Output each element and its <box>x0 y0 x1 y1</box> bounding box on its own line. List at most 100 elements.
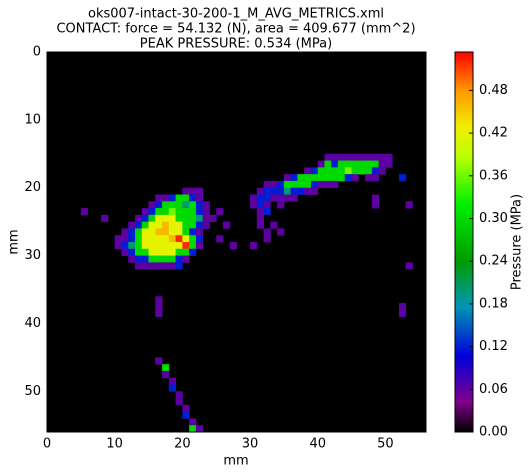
heatmap-cell <box>182 235 190 243</box>
heatmap-cell <box>371 174 380 182</box>
heatmap-cell <box>195 425 204 433</box>
heatmap-cell <box>155 208 163 216</box>
heatmap-cell <box>263 187 271 195</box>
heatmap-cell <box>324 174 332 182</box>
heatmap-cell <box>331 167 339 175</box>
heatmap-cell <box>324 180 332 189</box>
heatmap-cell <box>189 425 197 433</box>
x-axis-label: mm <box>223 454 248 469</box>
heatmap-cell <box>277 228 285 236</box>
heatmap-cell <box>168 248 176 256</box>
heatmap-cell <box>175 242 183 250</box>
heatmap-cell <box>121 248 129 256</box>
heatmap-cell <box>290 180 298 189</box>
heatmap-cell <box>256 221 264 229</box>
heatmap-cell <box>338 153 346 161</box>
heatmap-cell <box>128 228 136 236</box>
x-tick-label: 40 <box>309 437 326 452</box>
heatmap-cell <box>310 174 319 182</box>
heatmap-cell <box>114 235 122 243</box>
heatmap-cell <box>331 180 339 189</box>
heatmap-cell <box>155 357 163 365</box>
heatmap-cell <box>141 255 149 263</box>
heatmap-cell <box>175 214 183 223</box>
heatmap-cell <box>317 167 325 175</box>
heatmap-cell <box>195 221 204 229</box>
heatmap-cell <box>148 242 156 250</box>
heatmap-cell <box>175 262 183 270</box>
heatmap-cell <box>351 167 359 175</box>
heatmap-cell <box>141 214 149 223</box>
heatmap-cell <box>195 201 204 209</box>
y-tick-label: 0 <box>33 45 41 60</box>
heatmap-cell <box>175 201 183 209</box>
x-tick-label: 0 <box>43 437 51 452</box>
heatmap-cell <box>202 214 210 223</box>
heatmap-cell <box>331 153 339 161</box>
heatmap-cell <box>162 221 170 229</box>
heatmap-cell <box>202 201 210 209</box>
heatmap-cell <box>155 248 163 256</box>
heatmap-cell <box>351 174 359 182</box>
heatmap-cell <box>168 208 176 216</box>
heatmap-cell <box>162 255 170 263</box>
heatmap-cell <box>168 235 176 243</box>
heatmap-cell <box>162 194 170 202</box>
heatmap-cell <box>162 235 170 243</box>
heatmap-cell <box>148 255 156 263</box>
heatmap-cell <box>344 160 352 168</box>
heatmap-cell <box>216 208 224 216</box>
heatmap-cell <box>338 167 346 175</box>
heatmap-cell <box>195 228 204 236</box>
heatmap-cell <box>175 194 183 202</box>
heatmap-cell <box>148 262 156 270</box>
heatmap-cell <box>134 228 143 236</box>
heatmap-cell <box>168 377 176 385</box>
heatmap-cell <box>270 180 278 189</box>
heatmap-cell <box>398 309 407 318</box>
heatmap-cell <box>189 418 197 426</box>
x-tick-label: 10 <box>106 437 123 452</box>
heatmap-cell <box>134 255 143 263</box>
heatmap-cell <box>141 242 149 250</box>
colorbar-tick-label: 0.36 <box>479 168 508 183</box>
heatmap-cell <box>250 201 258 209</box>
heatmap-cell <box>168 262 176 270</box>
chart-title: oks007-intact-30-200-1_M_AVG_METRICS.xml <box>88 7 384 22</box>
heatmap-cell <box>371 153 380 161</box>
heatmap-cell <box>155 214 163 223</box>
heatmap-cell <box>134 262 143 270</box>
heatmap-cell <box>175 398 183 406</box>
heatmap-cell <box>263 194 271 202</box>
heatmap-cell <box>162 364 170 372</box>
y-tick-label: 10 <box>24 112 41 127</box>
colorbar-tick-label: 0.00 <box>479 425 508 440</box>
heatmap-cell <box>175 228 183 236</box>
heatmap-cell <box>128 235 136 243</box>
heatmap-cell <box>283 174 292 182</box>
heatmap-cell <box>371 167 380 175</box>
heatmap-cell <box>134 242 143 250</box>
heatmap-cell <box>162 262 170 270</box>
colorbar-tick-label: 0.12 <box>479 339 508 354</box>
heatmap-cell <box>256 208 264 216</box>
heatmap-cell <box>182 201 190 209</box>
heatmap-cell <box>162 201 170 209</box>
heatmap-cell <box>168 194 176 202</box>
heatmap-cell <box>134 221 143 229</box>
heatmap-cell <box>344 153 352 161</box>
heatmap-cell <box>365 167 373 175</box>
heatmap-cell <box>297 174 305 182</box>
colorbar <box>454 51 474 433</box>
heatmap-cell <box>148 214 156 223</box>
heatmap-cell <box>195 235 204 243</box>
heatmap-cell <box>128 242 136 250</box>
heatmap-cell <box>189 235 197 243</box>
heatmap-cell <box>141 262 149 270</box>
heatmap-cell <box>290 194 298 202</box>
heatmap-cell <box>405 262 413 270</box>
heatmap-cell <box>304 180 312 189</box>
colorbar-label: Pressure (MPa) <box>510 194 525 290</box>
heatmap-cell <box>148 235 156 243</box>
heatmap-cell <box>304 167 312 175</box>
